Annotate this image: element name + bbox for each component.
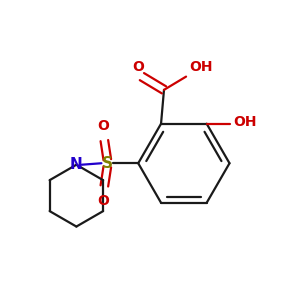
- Text: S: S: [102, 156, 113, 171]
- Text: O: O: [97, 194, 109, 208]
- Text: OH: OH: [233, 115, 257, 129]
- Text: N: N: [70, 157, 83, 172]
- Text: OH: OH: [189, 60, 212, 74]
- Text: O: O: [132, 60, 144, 74]
- Text: O: O: [97, 119, 109, 133]
